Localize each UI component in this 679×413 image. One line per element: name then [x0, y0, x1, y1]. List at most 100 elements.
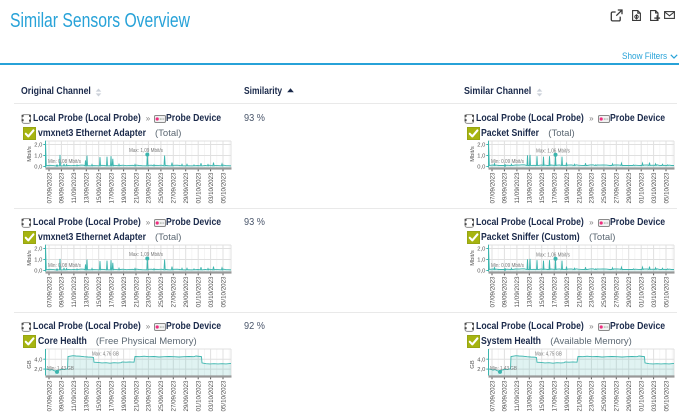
svg-text:11/09/2023: 11/09/2023 — [515, 172, 521, 204]
svg-text:09/09/2023: 09/09/2023 — [503, 380, 509, 412]
svg-text:Min: 1,43 GB: Min: 1,43 GB — [47, 366, 74, 372]
svg-text:Min: 0,08 Mbit/s: Min: 0,08 Mbit/s — [48, 159, 81, 165]
svg-text:0,0: 0,0 — [34, 165, 42, 171]
svg-text:01/10/2023: 01/10/2023 — [640, 172, 646, 204]
svg-text:09/09/2023: 09/09/2023 — [60, 276, 66, 308]
svg-text:29/09/2023: 29/09/2023 — [184, 380, 190, 412]
svg-text:Min: 1,43 GB: Min: 1,43 GB — [490, 366, 517, 372]
svg-text:23/09/2023: 23/09/2023 — [147, 276, 153, 308]
svg-text:17/09/2023: 17/09/2023 — [110, 172, 116, 204]
svg-text:17/09/2023: 17/09/2023 — [110, 380, 116, 412]
svg-text:05/10/2023: 05/10/2023 — [665, 172, 671, 204]
svg-text:29/09/2023: 29/09/2023 — [184, 276, 190, 308]
svg-text:29/09/2023: 29/09/2023 — [627, 172, 633, 204]
svg-text:23/09/2023: 23/09/2023 — [147, 172, 153, 204]
svg-text:19/09/2023: 19/09/2023 — [565, 380, 571, 412]
svg-text:09/09/2023: 09/09/2023 — [60, 172, 66, 204]
svg-text:0,0: 0,0 — [478, 269, 486, 275]
svg-text:21/09/2023: 21/09/2023 — [578, 380, 584, 412]
svg-text:03/10/2023: 03/10/2023 — [209, 276, 215, 308]
svg-text:25/09/2023: 25/09/2023 — [602, 380, 608, 412]
svg-text:27/09/2023: 27/09/2023 — [172, 380, 178, 412]
svg-text:11/09/2023: 11/09/2023 — [72, 172, 78, 204]
svg-text:17/09/2023: 17/09/2023 — [110, 276, 116, 308]
svg-text:19/09/2023: 19/09/2023 — [122, 172, 128, 204]
svg-text:Max: 1,09 Mbit/s: Max: 1,09 Mbit/s — [129, 252, 163, 258]
svg-text:1,0: 1,0 — [478, 154, 486, 160]
svg-text:23/09/2023: 23/09/2023 — [147, 380, 153, 412]
svg-text:07/09/2023: 07/09/2023 — [47, 276, 53, 308]
svg-text:25/09/2023: 25/09/2023 — [602, 276, 608, 308]
svg-text:4,0: 4,0 — [34, 357, 42, 363]
svg-text:29/09/2023: 29/09/2023 — [627, 276, 633, 308]
svg-text:Mbit/s: Mbit/s — [470, 146, 476, 162]
svg-text:13/09/2023: 13/09/2023 — [528, 380, 534, 412]
svg-text:29/09/2023: 29/09/2023 — [627, 380, 633, 412]
svg-text:11/09/2023: 11/09/2023 — [515, 276, 521, 308]
svg-text:4,0: 4,0 — [478, 357, 486, 363]
svg-text:1,0: 1,0 — [478, 258, 486, 264]
svg-text:21/09/2023: 21/09/2023 — [578, 276, 584, 308]
svg-text:05/10/2023: 05/10/2023 — [665, 380, 671, 412]
svg-text:2,0: 2,0 — [34, 367, 42, 373]
svg-text:2,0: 2,0 — [478, 247, 486, 253]
svg-text:2,0: 2,0 — [478, 143, 486, 149]
svg-text:Max: 4,76 GB: Max: 4,76 GB — [92, 352, 119, 358]
svg-text:1,0: 1,0 — [34, 258, 42, 264]
svg-text:27/09/2023: 27/09/2023 — [615, 380, 621, 412]
svg-text:01/10/2023: 01/10/2023 — [197, 276, 203, 308]
svg-text:15/09/2023: 15/09/2023 — [540, 172, 546, 204]
svg-text:19/09/2023: 19/09/2023 — [122, 276, 128, 308]
svg-text:05/10/2023: 05/10/2023 — [221, 276, 227, 308]
svg-text:23/09/2023: 23/09/2023 — [590, 380, 596, 412]
svg-text:0,0: 0,0 — [34, 269, 42, 275]
svg-text:2,0: 2,0 — [478, 367, 486, 373]
svg-text:23/09/2023: 23/09/2023 — [590, 276, 596, 308]
svg-text:Max: 4,75 GB: Max: 4,75 GB — [535, 352, 562, 358]
svg-text:Mbit/s: Mbit/s — [27, 146, 33, 162]
svg-text:21/09/2023: 21/09/2023 — [578, 172, 584, 204]
svg-text:GB: GB — [27, 360, 33, 369]
svg-text:03/10/2023: 03/10/2023 — [652, 380, 658, 412]
svg-text:2,0: 2,0 — [34, 247, 42, 253]
svg-text:GB: GB — [470, 360, 476, 369]
svg-text:29/09/2023: 29/09/2023 — [184, 172, 190, 204]
svg-text:27/09/2023: 27/09/2023 — [172, 172, 178, 204]
svg-text:05/10/2023: 05/10/2023 — [221, 172, 227, 204]
svg-text:15/09/2023: 15/09/2023 — [540, 276, 546, 308]
svg-text:01/10/2023: 01/10/2023 — [197, 380, 203, 412]
svg-text:21/09/2023: 21/09/2023 — [134, 276, 140, 308]
svg-text:Mbit/s: Mbit/s — [27, 250, 33, 266]
svg-text:13/09/2023: 13/09/2023 — [528, 172, 534, 204]
svg-text:Max: 1,06 Mbit/s: Max: 1,06 Mbit/s — [536, 253, 570, 259]
svg-text:25/09/2023: 25/09/2023 — [159, 276, 165, 308]
svg-text:1,0: 1,0 — [34, 154, 42, 160]
svg-text:15/09/2023: 15/09/2023 — [97, 380, 103, 412]
svg-text:19/09/2023: 19/09/2023 — [565, 276, 571, 308]
svg-text:21/09/2023: 21/09/2023 — [134, 380, 140, 412]
svg-text:Min: 0,09 Mbit/s: Min: 0,09 Mbit/s — [491, 263, 524, 269]
svg-text:01/10/2023: 01/10/2023 — [197, 172, 203, 204]
svg-text:09/09/2023: 09/09/2023 — [503, 172, 509, 204]
svg-text:11/09/2023: 11/09/2023 — [515, 380, 521, 412]
svg-text:01/10/2023: 01/10/2023 — [640, 276, 646, 308]
svg-text:Max: 1,06 Mbit/s: Max: 1,06 Mbit/s — [536, 149, 570, 155]
svg-text:15/09/2023: 15/09/2023 — [540, 380, 546, 412]
svg-text:Min: 0,08 Mbit/s: Min: 0,08 Mbit/s — [48, 263, 81, 269]
svg-text:Min: 0,09 Mbit/s: Min: 0,09 Mbit/s — [491, 159, 524, 165]
svg-text:25/09/2023: 25/09/2023 — [159, 380, 165, 412]
svg-text:25/09/2023: 25/09/2023 — [159, 172, 165, 204]
svg-text:0,0: 0,0 — [478, 165, 486, 171]
svg-text:15/09/2023: 15/09/2023 — [97, 276, 103, 308]
svg-text:03/10/2023: 03/10/2023 — [209, 380, 215, 412]
svg-text:19/09/2023: 19/09/2023 — [122, 380, 128, 412]
svg-text:27/09/2023: 27/09/2023 — [172, 276, 178, 308]
svg-text:15/09/2023: 15/09/2023 — [97, 172, 103, 204]
svg-text:03/10/2023: 03/10/2023 — [209, 172, 215, 204]
svg-text:Max: 1,09 Mbit/s: Max: 1,09 Mbit/s — [129, 148, 163, 154]
svg-text:17/09/2023: 17/09/2023 — [553, 380, 559, 412]
svg-text:07/09/2023: 07/09/2023 — [491, 380, 497, 412]
svg-text:11/09/2023: 11/09/2023 — [72, 276, 78, 308]
svg-text:23/09/2023: 23/09/2023 — [590, 172, 596, 204]
svg-text:03/10/2023: 03/10/2023 — [652, 172, 658, 204]
